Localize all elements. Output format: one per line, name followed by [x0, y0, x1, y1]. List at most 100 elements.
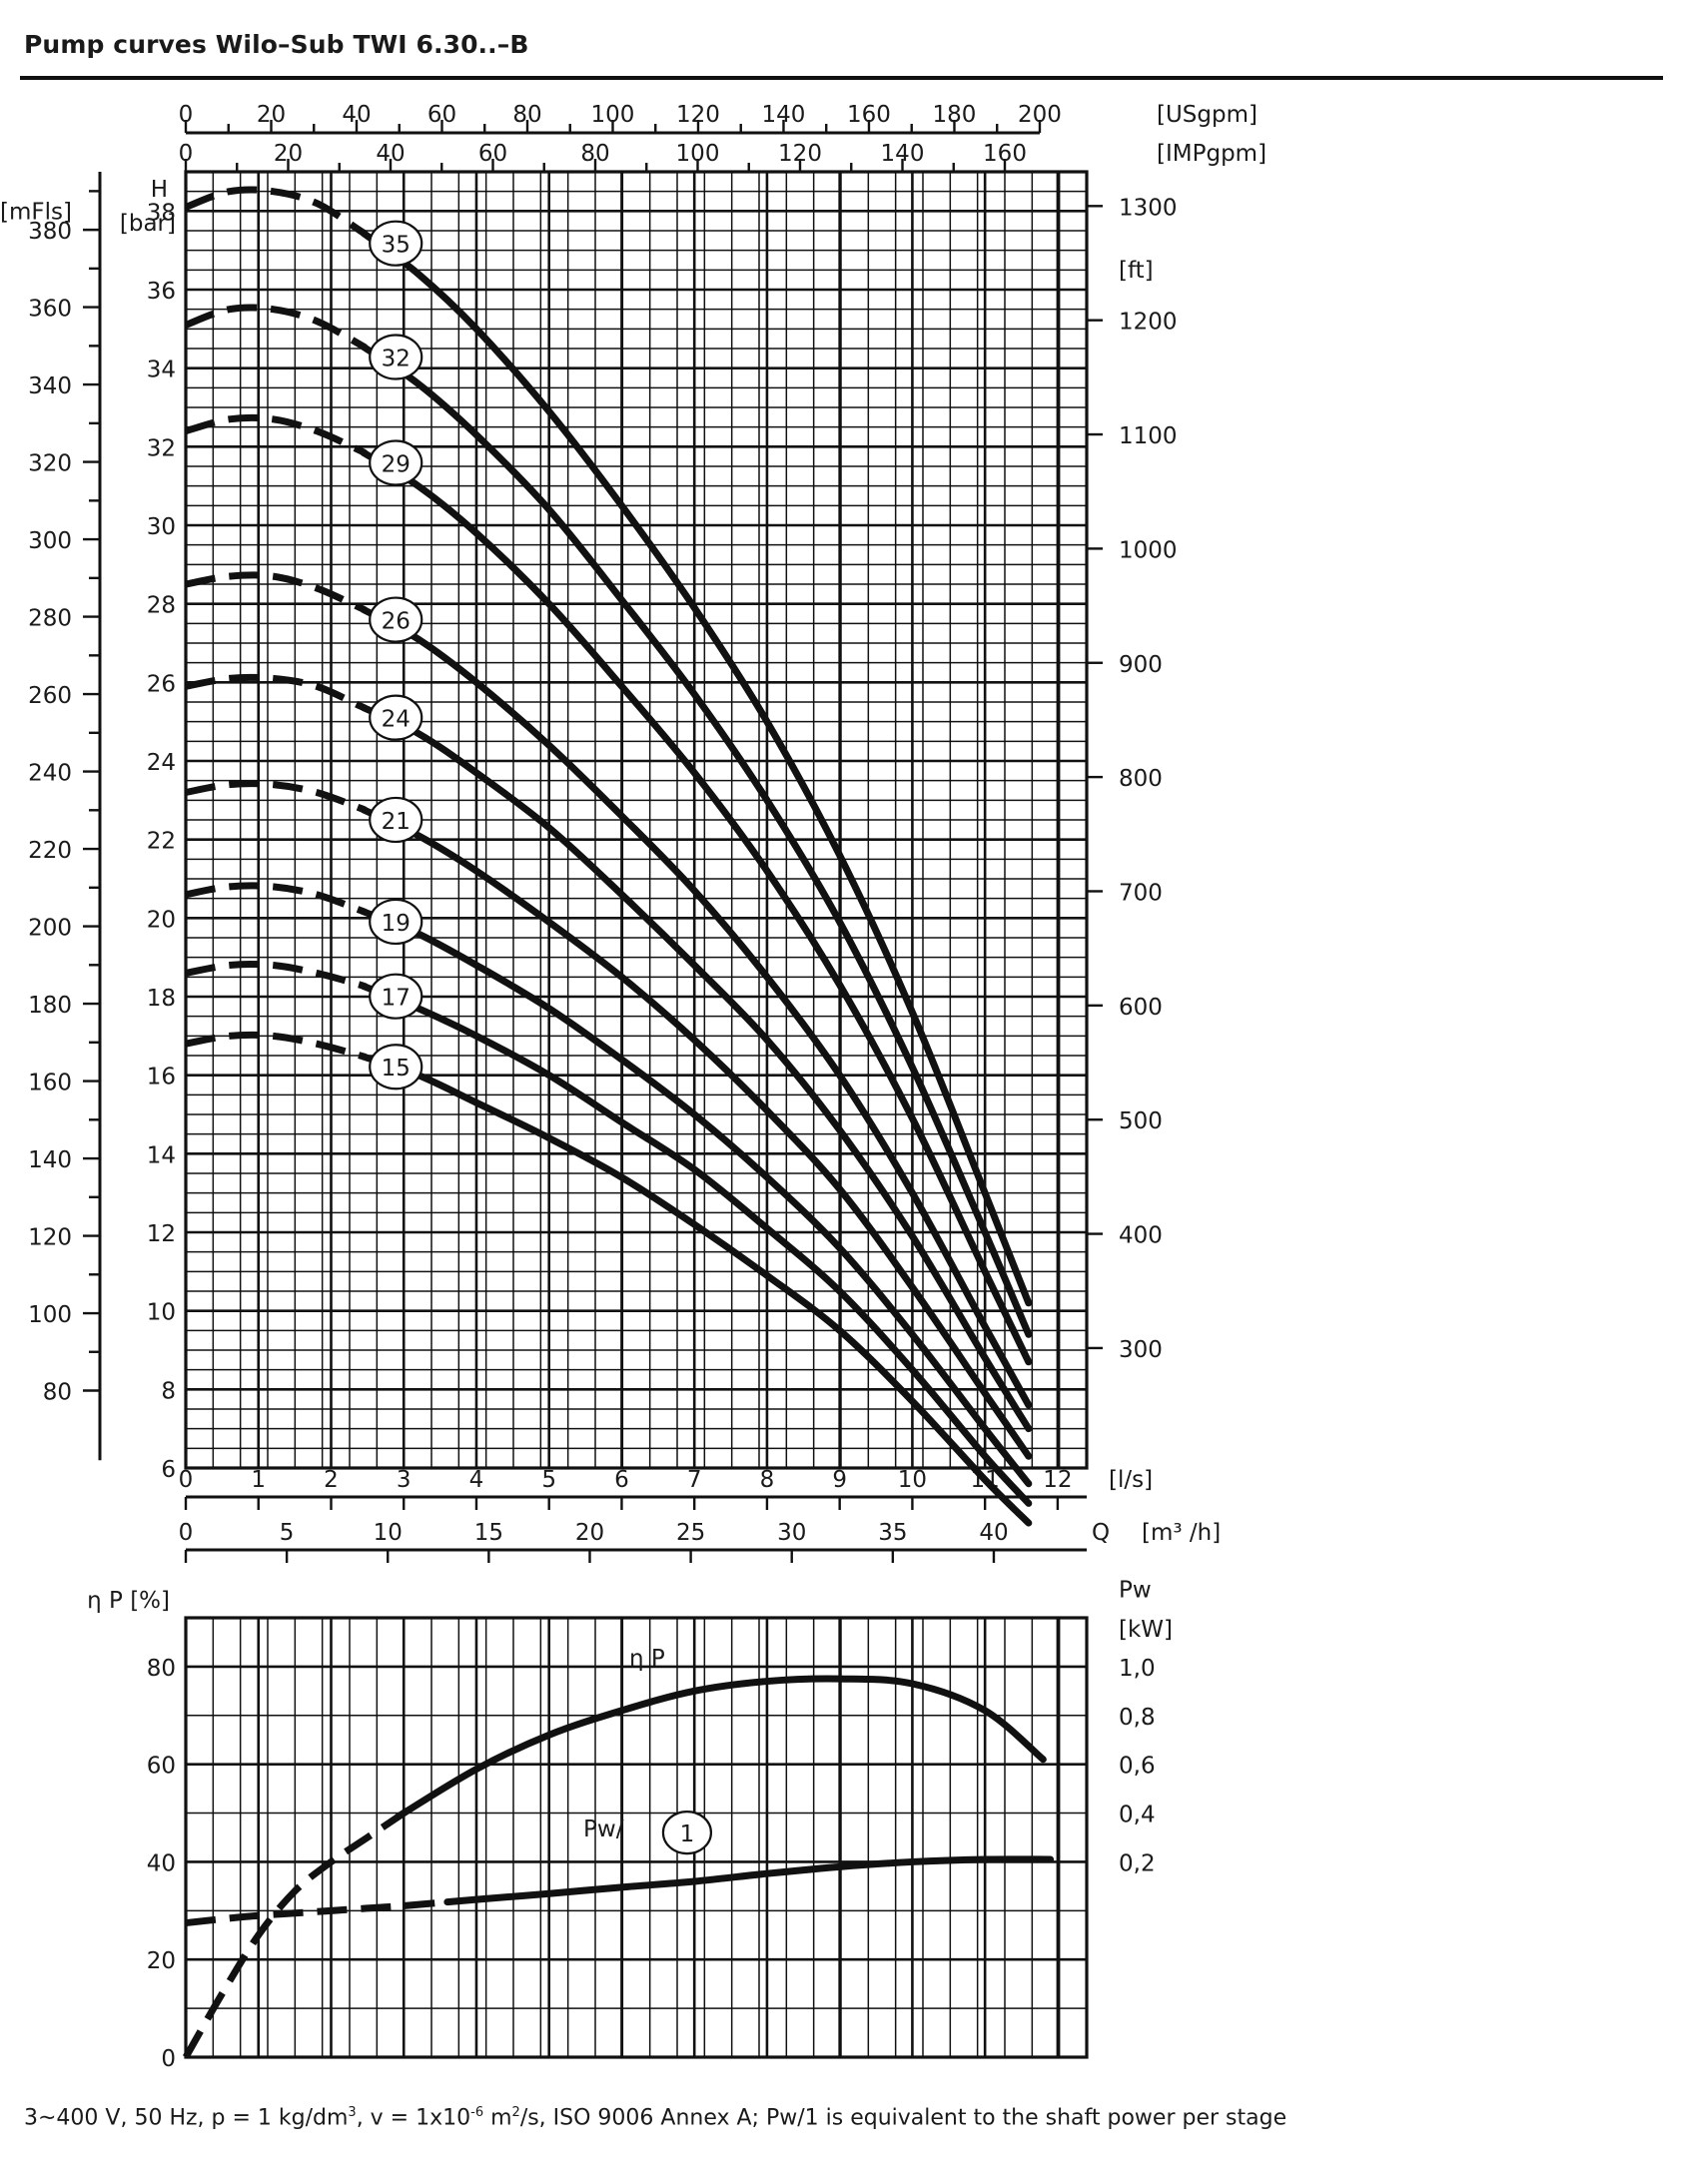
impgpm-tick-label: 100	[676, 141, 720, 167]
lower-curve-1	[443, 1855, 1055, 1906]
curve-label-bubble-21	[369, 796, 423, 844]
eta-tick-label: 40	[147, 1850, 176, 1876]
ls-tick-label: 10	[898, 1467, 927, 1493]
pump-curve-19	[360, 908, 1033, 1488]
usgpm-tick-label: 20	[257, 102, 286, 128]
m3h-tick-label: 5	[280, 1520, 295, 1546]
pw-curve-label: Pw/	[583, 1817, 624, 1842]
mfls-tick-label: 100	[28, 1302, 72, 1328]
m3h-tick-label: 40	[979, 1520, 1008, 1546]
curve-label-19: 19	[382, 911, 411, 937]
ls-tick-label: 4	[469, 1467, 484, 1493]
curve-label-bubble-29	[369, 439, 423, 486]
pump-curve-15	[360, 1053, 1033, 1527]
eta-curve-label: η P	[629, 1646, 665, 1672]
curve-label-29: 29	[382, 451, 411, 477]
ft-tick-label: 1000	[1119, 537, 1178, 563]
eta-plot-frame	[184, 1616, 1089, 2059]
kw-axis-label: [kW]	[1119, 1617, 1173, 1643]
usgpm-tick-label: 200	[1018, 102, 1062, 128]
mfls-tick-label: 180	[28, 993, 72, 1019]
bar-tick-label: 22	[147, 829, 176, 855]
usgpm-tick-label: 0	[179, 102, 194, 128]
mfls-tick-label: 80	[43, 1380, 72, 1406]
curve-label-bubble-15	[369, 1044, 423, 1091]
m3h-tick-label: 0	[179, 1520, 194, 1546]
pump-curve-29	[360, 448, 1033, 1366]
bar-tick-label: 16	[147, 1065, 176, 1091]
ft-tick-label: 900	[1119, 652, 1163, 678]
bar-tick-label: 20	[147, 907, 176, 933]
usgpm-tick-label: 80	[512, 102, 541, 128]
mfls-unit-label: [mFls]	[0, 200, 72, 226]
curve-label-bubble-24	[369, 694, 423, 741]
h-axis-label: H	[151, 177, 168, 203]
lower-curve-0	[395, 1675, 1047, 1820]
bar-tick-label: 24	[147, 750, 176, 776]
mfls-tick-label: 200	[28, 916, 72, 942]
footnote-part3: m	[483, 2105, 512, 2131]
lower-curve-dashed-0	[182, 1808, 411, 2059]
curve-label-17: 17	[382, 986, 411, 1012]
curve-label-26: 26	[382, 609, 411, 635]
usgpm-tick-label: 140	[762, 102, 806, 128]
ls-tick-label: 0	[179, 1467, 194, 1493]
pump-curve-35	[360, 230, 1033, 1307]
m3h-tick-label: 30	[777, 1520, 806, 1546]
usgpm-tick-label: 60	[427, 102, 456, 128]
eta-tick-label: 60	[147, 1754, 176, 1780]
curve-label-32: 32	[382, 347, 411, 372]
pump-curve-21	[360, 806, 1033, 1460]
impgpm-tick-label: 60	[478, 141, 507, 167]
ls-tick-label: 3	[397, 1467, 412, 1493]
ls-tick-label: 6	[614, 1467, 629, 1493]
mfls-tick-label: 160	[28, 1071, 72, 1096]
usgpm-tick-label: 160	[847, 102, 891, 128]
footnote-part2: , v = 1x10	[356, 2105, 471, 2131]
ft-tick-label: 1300	[1119, 195, 1178, 221]
ls-tick-label: 7	[687, 1467, 702, 1493]
pw-tick-label: 0,2	[1119, 1850, 1156, 1876]
usgpm-tick-label: 40	[342, 102, 371, 128]
footnote-part1: 3~400 V, 50 Hz, p = 1 kg/dm	[24, 2105, 349, 2131]
pw-tick-label: 0,8	[1119, 1705, 1156, 1731]
ft-tick-label: 700	[1119, 880, 1163, 906]
curve-label-bubble-26	[369, 596, 423, 643]
bar-tick-label: 26	[147, 671, 176, 697]
footnote: 3~400 V, 50 Hz, p = 1 kg/dm3, v = 1x10-6…	[24, 2105, 1286, 2130]
impgpm-tick-label: 140	[881, 141, 925, 167]
bar-tick-label: 34	[147, 358, 176, 383]
mfls-tick-label: 360	[28, 297, 72, 323]
bar-axis-label: [bar]	[120, 211, 176, 237]
curve-label-bubble-19	[369, 898, 423, 946]
bar-tick-label: 14	[147, 1142, 176, 1168]
m3h-unit-label: [m³ /h]	[1142, 1520, 1221, 1546]
ls-tick-label: 5	[541, 1467, 556, 1493]
pump-curve-32	[360, 344, 1033, 1338]
impgpm-tick-label: 160	[983, 141, 1027, 167]
impgpm-tick-label: 40	[376, 141, 405, 167]
ft-tick-label: 800	[1119, 766, 1163, 792]
curve-label-21: 21	[382, 809, 411, 835]
ft-tick-label: 300	[1119, 1337, 1163, 1363]
bar-tick-label: 18	[147, 986, 176, 1012]
m3h-tick-label: 20	[575, 1520, 604, 1546]
eta-tick-label: 0	[161, 2046, 176, 2072]
bar-tick-label: 38	[147, 200, 176, 226]
pw-curve-bubble	[661, 1811, 713, 1855]
eta-tick-label: 80	[147, 1656, 176, 1682]
footnote-sup3: 2	[511, 2105, 520, 2120]
pw-axis-label: Pw	[1119, 1578, 1152, 1604]
ls-tick-label: 1	[251, 1467, 266, 1493]
ft-tick-label: 1100	[1119, 423, 1178, 449]
mfls-tick-label: 280	[28, 606, 72, 632]
ft-tick-label: 600	[1119, 995, 1163, 1021]
usgpm-tick-label: 180	[933, 102, 977, 128]
bar-tick-label: 12	[147, 1221, 176, 1247]
m3h-tick-label: 25	[676, 1520, 705, 1546]
footnote-sup2: -6	[470, 2105, 484, 2120]
pw-tick-label: 0,6	[1119, 1754, 1156, 1780]
lower-curve-dashed-1	[185, 1898, 448, 1927]
m3h-tick-label: 35	[878, 1520, 907, 1546]
